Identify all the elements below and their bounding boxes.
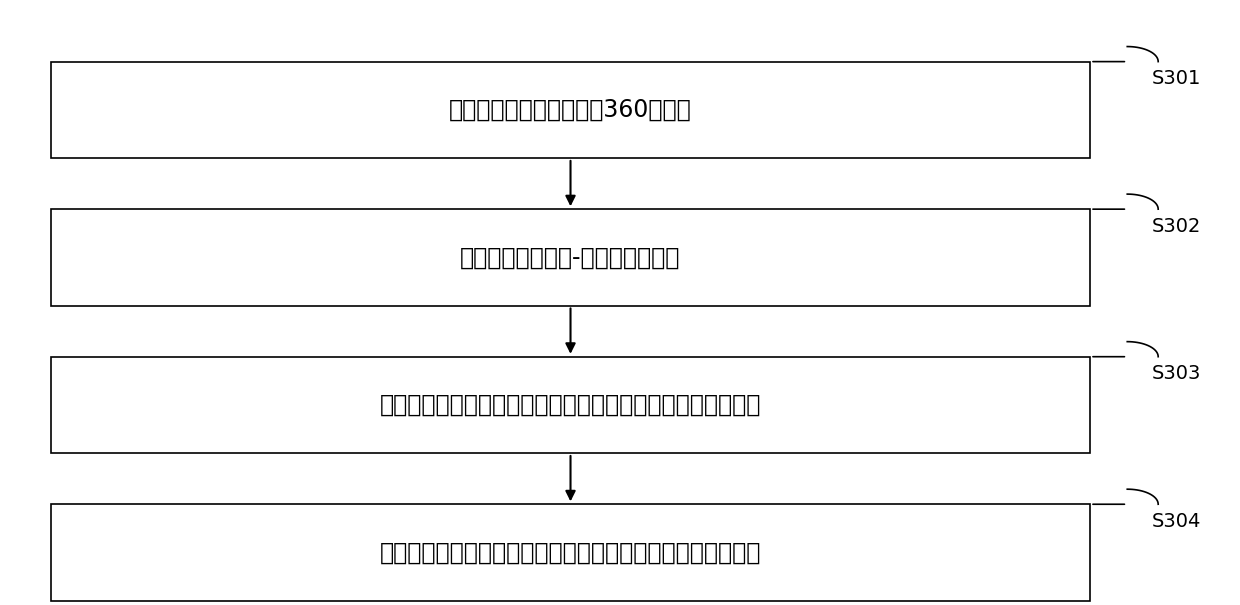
Text: S303: S303 — [1152, 364, 1202, 383]
Text: 根据薄片阻挡片指向薄片闪烁晶体的法线方向得到放射源方向: 根据薄片阻挡片指向薄片闪烁晶体的法线方向得到放射源方向 — [379, 540, 761, 564]
Text: 根据预设速度控制探测器360度旋转: 根据预设速度控制探测器360度旋转 — [449, 98, 692, 122]
Text: 在计数率最大时，获取薄片闪烁晶体的面积最大的两面的法线: 在计数率最大时，获取薄片闪烁晶体的面积最大的两面的法线 — [379, 393, 761, 417]
FancyBboxPatch shape — [51, 62, 1090, 158]
Text: 获取探测器的角度-计数率响应曲线: 获取探测器的角度-计数率响应曲线 — [460, 246, 681, 269]
FancyBboxPatch shape — [51, 504, 1090, 601]
Text: S301: S301 — [1152, 69, 1202, 88]
FancyBboxPatch shape — [51, 357, 1090, 453]
Text: S304: S304 — [1152, 512, 1202, 531]
Text: S302: S302 — [1152, 217, 1202, 236]
FancyBboxPatch shape — [51, 209, 1090, 306]
